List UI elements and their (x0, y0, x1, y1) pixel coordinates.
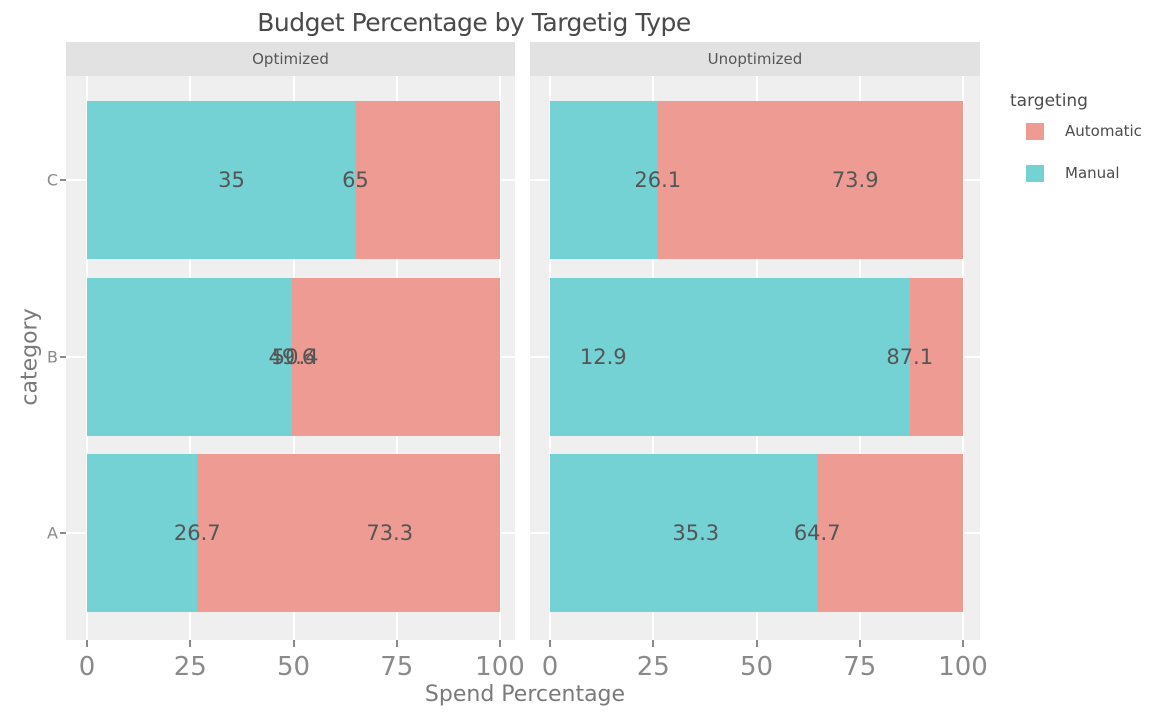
x-tick-label: 0 (541, 652, 559, 682)
x-tick-label: 25 (173, 652, 207, 682)
bar-value-label: 26.1 (634, 168, 682, 192)
bar-value-label: 50.4 (271, 345, 319, 369)
bar-value-label: 64.7 (793, 521, 841, 545)
x-tick-label: 0 (78, 652, 96, 682)
bar-value-label: 26.7 (173, 521, 221, 545)
legend-swatch-automatic-icon (1026, 122, 1044, 140)
x-tick-mark (962, 640, 964, 647)
bar-segment-automatic[interactable] (817, 454, 963, 612)
x-tick-mark (652, 640, 655, 647)
legend-item-label: Automatic (1065, 122, 1142, 140)
gridline (499, 76, 501, 640)
bar-value-label: 12.9 (579, 345, 627, 369)
x-tick-label: 100 (475, 652, 525, 682)
x-tick-mark (395, 640, 398, 647)
bar-value-label: 49.6 (268, 345, 316, 369)
y-tick-mark (60, 532, 66, 534)
facet-panel (66, 76, 515, 640)
bar-segment-automatic[interactable] (291, 278, 500, 436)
bar-segment-manual[interactable] (87, 278, 292, 436)
x-tick-mark (549, 640, 551, 647)
bar-value-label: 73.3 (366, 521, 414, 545)
x-tick-mark (86, 640, 88, 647)
bar-value-label: 73.9 (831, 168, 879, 192)
gridline (962, 76, 964, 640)
bar-segment-manual[interactable] (550, 101, 658, 259)
legend-title: targeting (1010, 91, 1088, 111)
y-tick-mark (60, 356, 66, 358)
bar-value-label: 35 (218, 168, 245, 192)
y-axis-title: category (17, 308, 43, 406)
legend-item-automatic[interactable]: Automatic (1026, 122, 1142, 140)
x-axis-title: Spend Percentage (424, 682, 626, 707)
facet-strip-label: Optimized (252, 50, 329, 68)
legend-swatch-manual-icon (1026, 164, 1044, 182)
facet-strip-label: Unoptimized (707, 50, 803, 68)
legend-item-label: Manual (1065, 164, 1120, 182)
bar-segment-automatic[interactable] (657, 101, 963, 259)
bar-segment-manual[interactable] (550, 454, 818, 612)
facet-strip: Optimized (66, 42, 515, 76)
chart-title: Budget Percentage by Targetig Type (257, 8, 691, 37)
y-tick-mark (60, 179, 66, 181)
bar-value-label: 87.1 (886, 345, 934, 369)
x-tick-label: 50 (276, 652, 311, 682)
x-tick-mark (189, 640, 192, 647)
y-tick-label: B (47, 347, 58, 367)
y-tick-label: A (47, 523, 58, 543)
x-tick-mark (499, 640, 501, 647)
facet-strip: Unoptimized (530, 42, 980, 76)
x-tick-label: 100 (938, 652, 988, 682)
bar-segment-automatic[interactable] (909, 278, 963, 436)
bar-value-label: 65 (342, 168, 369, 192)
x-tick-mark (755, 640, 758, 647)
bar-segment-manual[interactable] (87, 101, 356, 259)
y-tick-label: C (46, 170, 58, 190)
bar-segment-manual[interactable] (87, 454, 198, 612)
x-tick-label: 75 (380, 652, 414, 682)
x-tick-label: 25 (636, 652, 670, 682)
x-tick-mark (858, 640, 861, 647)
x-tick-mark (292, 640, 295, 647)
legend-item-manual[interactable]: Manual (1026, 164, 1120, 182)
x-tick-label: 50 (739, 652, 774, 682)
bar-segment-automatic[interactable] (355, 101, 500, 259)
bar-value-label: 35.3 (672, 521, 720, 545)
x-tick-label: 75 (843, 652, 877, 682)
bar-segment-automatic[interactable] (197, 454, 500, 612)
facet-panel (530, 76, 980, 640)
bar-segment-manual[interactable] (550, 278, 910, 436)
